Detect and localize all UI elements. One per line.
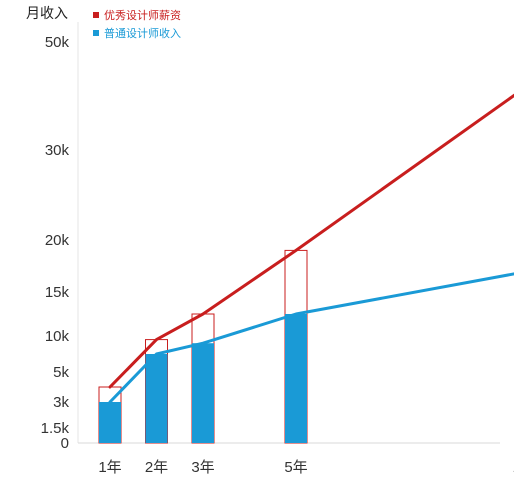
bar-fill-average [99,402,121,443]
x-tick-label: 5年 [284,459,307,476]
y-tick-labels: 01.5k 3k 5k 10k 15k 20k 30k 50k [41,34,70,452]
x-tick-labels: 1年 2年 3年 5年 10年 [98,459,514,476]
y-tick-label: 20k [45,232,70,249]
y-tick-label: 0 [61,435,69,452]
x-tick-label: 3年 [191,459,214,476]
y-tick-label: 10k [45,328,70,345]
x-tick-label: 2年 [145,459,168,476]
bars [98,249,308,444]
x-tick-label: 10年 [513,459,514,476]
legend-label: 普通设计师收入 [104,26,181,40]
lines [108,93,514,404]
y-tick-label: 3k [53,394,69,411]
y-axis-label: 月收入 [26,5,68,21]
series-line-top [108,93,514,389]
y-tick-label: 50k [45,34,70,51]
series-line-average [108,272,514,404]
bar-fill-average [285,314,307,443]
bar-fill-average [192,343,214,443]
bar-fill-average [145,354,168,443]
legend-label: 优秀设计师薪资 [104,9,181,22]
y-tick-label: 15k [45,284,70,301]
legend-swatch [93,12,99,18]
y-tick-label: 5k [53,364,69,381]
legend-swatch [93,30,99,36]
x-tick-label: 1年 [98,459,121,476]
y-tick-label: 30k [45,142,70,159]
y-tick-label: 1.5k [41,420,70,437]
